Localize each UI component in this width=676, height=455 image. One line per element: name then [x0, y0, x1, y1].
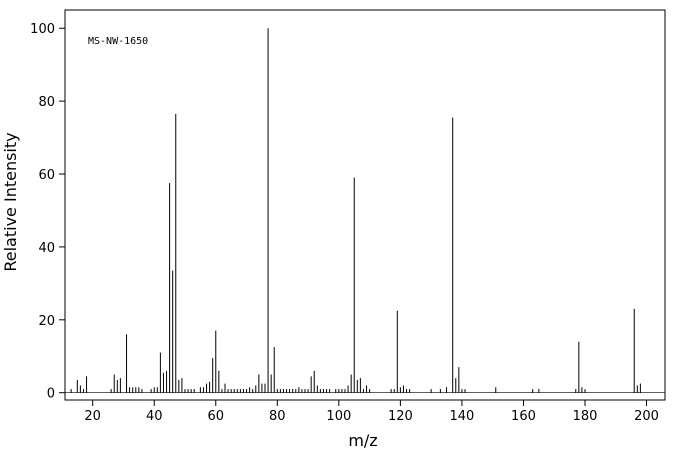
y-axis-label: Relative Intensity: [1, 132, 20, 271]
x-tick-label: 20: [84, 409, 101, 424]
x-tick-label: 40: [146, 409, 163, 424]
x-tick-label: 60: [207, 409, 224, 424]
y-tick-label: 0: [47, 387, 55, 402]
x-tick-label: 140: [450, 409, 475, 424]
x-axis-label: m/z: [348, 431, 377, 450]
x-tick-label: 180: [573, 409, 598, 424]
y-tick-label: 80: [38, 95, 55, 110]
plot-frame: [64, 9, 666, 401]
annotation: MS-NW-1650: [88, 36, 148, 47]
x-tick-label: 200: [634, 409, 659, 424]
x-tick-label: 160: [511, 409, 536, 424]
y-tick-label: 60: [38, 168, 55, 183]
x-tick-label: 100: [326, 409, 351, 424]
x-tick-label: 120: [388, 409, 413, 424]
x-tick-label: 80: [269, 409, 286, 424]
y-tick-label: 40: [38, 241, 55, 256]
y-tick-label: 20: [38, 314, 55, 329]
y-tick-label: 100: [30, 22, 55, 37]
